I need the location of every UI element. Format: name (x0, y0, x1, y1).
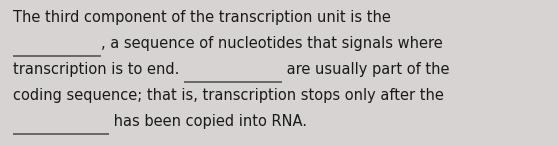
Text: are usually part of the: are usually part of the (282, 62, 450, 77)
Text: has been copied into RNA.: has been copied into RNA. (109, 114, 307, 129)
Text: transcription is to end.: transcription is to end. (13, 62, 184, 77)
Text: The third component of the transcription unit is the: The third component of the transcription… (13, 10, 391, 25)
Text: , a sequence of nucleotides that signals where: , a sequence of nucleotides that signals… (101, 36, 442, 51)
Text: coding sequence; that is, transcription stops only after the: coding sequence; that is, transcription … (13, 88, 444, 103)
